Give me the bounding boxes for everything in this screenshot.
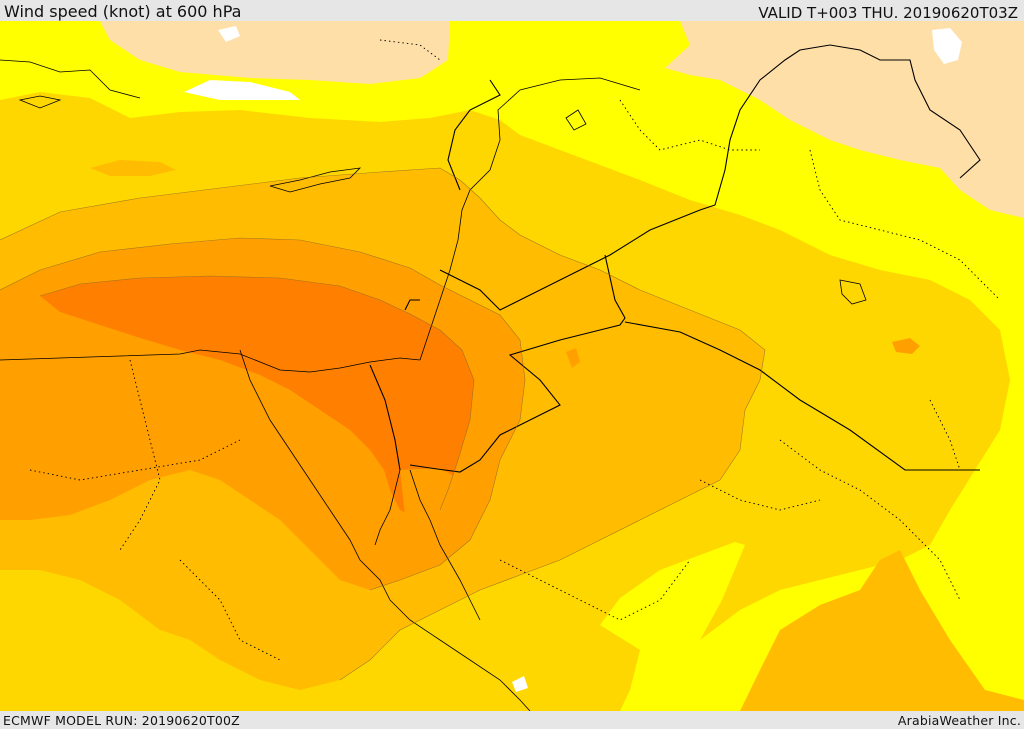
valid-time: VALID T+003 THU. 20190620T03Z bbox=[758, 4, 1018, 22]
header-bar: Wind speed (knot) at 600 hPa VALID T+003… bbox=[0, 0, 1024, 22]
band-tan-iran bbox=[665, 21, 1024, 218]
band-orange-blob bbox=[892, 338, 920, 354]
contour-lines bbox=[0, 167, 766, 681]
admin-lines bbox=[29, 39, 1001, 661]
band-tan-balkans bbox=[100, 21, 450, 84]
country-borders bbox=[369, 44, 981, 473]
band-yellow-east bbox=[970, 450, 1024, 575]
map-canvas bbox=[0, 21, 1024, 711]
coastlines bbox=[0, 59, 867, 711]
nodata-patch-2 bbox=[218, 26, 240, 42]
credit: ArabiaWeather Inc. bbox=[897, 713, 1021, 728]
wind-speed-map[interactable] bbox=[0, 21, 1024, 711]
model-run: ECMWF MODEL RUN: 20190620T00Z bbox=[3, 713, 240, 728]
band-deep-orange-core bbox=[40, 276, 474, 520]
band-yellow-arabia bbox=[600, 542, 745, 711]
band-orange-blob-2 bbox=[566, 348, 580, 368]
nodata-patch-1 bbox=[184, 80, 300, 100]
footer-bar: ECMWF MODEL RUN: 20190620T00Z ArabiaWeat… bbox=[0, 711, 1024, 729]
band-deep-orange-south bbox=[400, 468, 460, 525]
band-orange-gold-blob bbox=[90, 160, 176, 176]
nodata-patch-4 bbox=[512, 676, 528, 692]
map-title: Wind speed (knot) at 600 hPa bbox=[4, 2, 242, 21]
nodata-patch-3 bbox=[932, 28, 962, 64]
band-orange-gold-sw bbox=[740, 550, 1024, 711]
